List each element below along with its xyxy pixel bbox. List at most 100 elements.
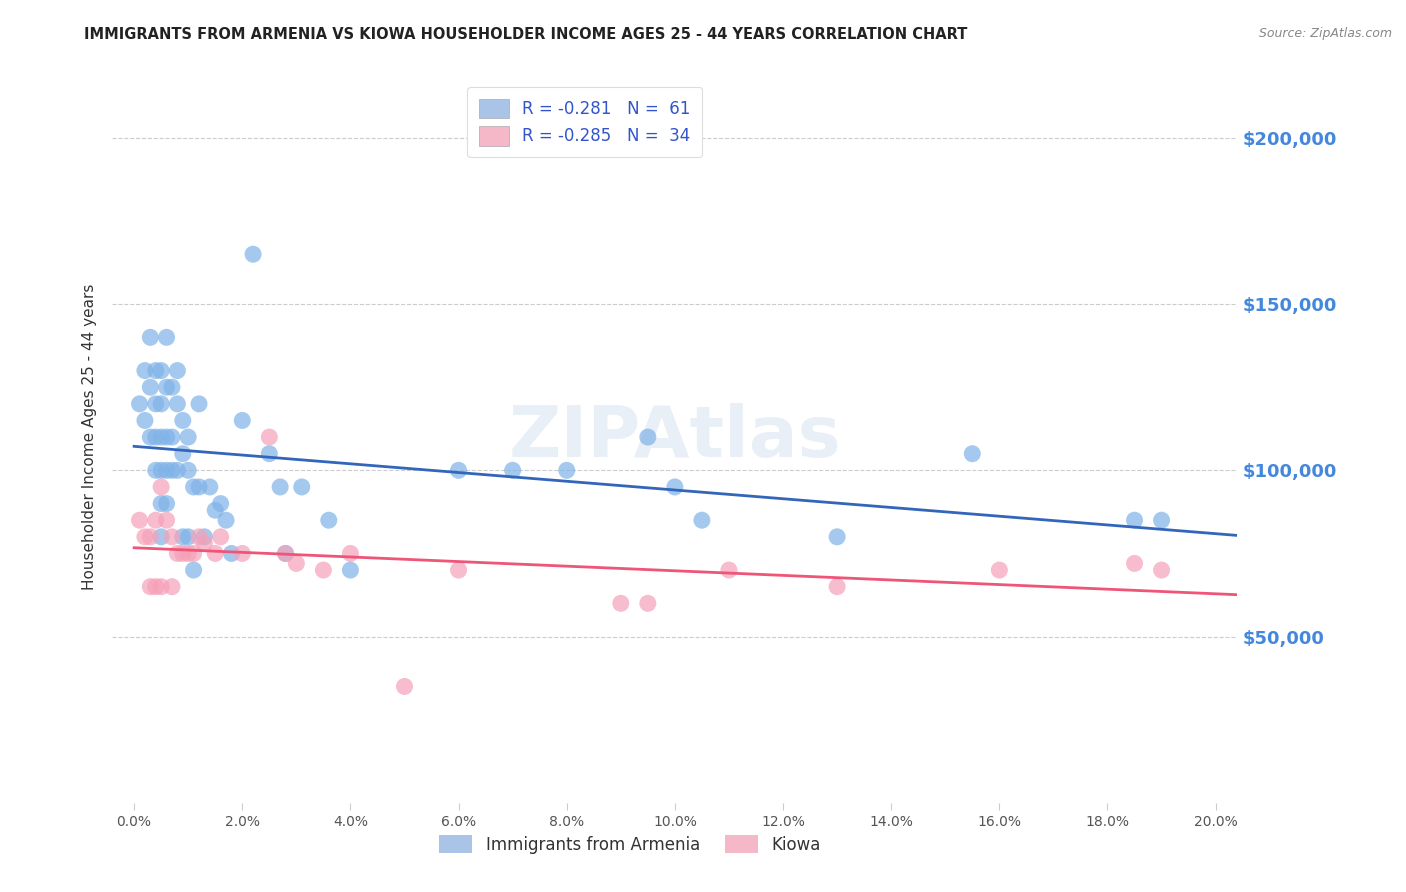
Point [128,513,150,527]
Point [177,546,200,560]
Point [177,463,200,477]
Point [145,463,167,477]
Point [269,480,291,494]
Point [150,430,173,444]
Text: Source: ZipAtlas.com: Source: ZipAtlas.com [1258,27,1392,40]
Point [988,563,1011,577]
Point [231,413,253,427]
Point [134,413,156,427]
Point [188,397,211,411]
Point [242,247,264,261]
Point [209,497,232,511]
Point [339,546,361,560]
Point [139,430,162,444]
Point [150,397,173,411]
Point [160,463,183,477]
Point [155,463,177,477]
Point [145,580,167,594]
Point [291,480,314,494]
Point [160,380,183,394]
Point [1123,513,1146,527]
Text: ZIPAtlas: ZIPAtlas [509,402,841,472]
Point [610,596,633,610]
Point [160,430,183,444]
Point [166,463,188,477]
Point [155,330,177,344]
Point [160,530,183,544]
Point [1150,563,1173,577]
Point [285,557,308,571]
Point [150,480,173,494]
Point [155,430,177,444]
Point [274,546,297,560]
Point [166,397,188,411]
Point [825,580,848,594]
Point [502,463,524,477]
Point [172,530,194,544]
Point [128,397,150,411]
Point [274,546,297,560]
Point [188,530,211,544]
Point [204,546,226,560]
Point [145,513,167,527]
Point [150,497,173,511]
Point [555,463,578,477]
Point [193,536,215,550]
Point [177,530,200,544]
Point [139,380,162,394]
Y-axis label: Householder Income Ages 25 - 44 years: Householder Income Ages 25 - 44 years [82,284,97,591]
Point [166,546,188,560]
Point [664,480,686,494]
Point [145,363,167,377]
Point [717,563,740,577]
Point [134,530,156,544]
Point [172,546,194,560]
Point [198,480,221,494]
Point [150,530,173,544]
Point [139,330,162,344]
Point [447,463,470,477]
Point [155,513,177,527]
Point [155,497,177,511]
Point [139,580,162,594]
Point [188,480,211,494]
Point [215,513,238,527]
Point [1150,513,1173,527]
Point [209,530,232,544]
Point [637,430,659,444]
Point [183,546,205,560]
Legend: Immigrants from Armenia, Kiowa: Immigrants from Armenia, Kiowa [432,829,828,860]
Point [637,596,659,610]
Point [259,430,281,444]
Point [177,430,200,444]
Point [183,563,205,577]
Point [172,413,194,427]
Point [150,463,173,477]
Point [150,580,173,594]
Point [339,563,361,577]
Point [150,363,173,377]
Point [172,447,194,461]
Point [312,563,335,577]
Point [1123,557,1146,571]
Point [183,480,205,494]
Point [145,430,167,444]
Point [825,530,848,544]
Point [155,380,177,394]
Text: IMMIGRANTS FROM ARMENIA VS KIOWA HOUSEHOLDER INCOME AGES 25 - 44 YEARS CORRELATI: IMMIGRANTS FROM ARMENIA VS KIOWA HOUSEHO… [84,27,967,42]
Point [139,530,162,544]
Point [160,580,183,594]
Point [166,363,188,377]
Point [447,563,470,577]
Point [134,363,156,377]
Point [231,546,253,560]
Point [259,447,281,461]
Point [394,680,416,694]
Point [962,447,984,461]
Point [193,530,215,544]
Point [690,513,713,527]
Point [318,513,340,527]
Point [145,397,167,411]
Point [204,503,226,517]
Point [221,546,243,560]
